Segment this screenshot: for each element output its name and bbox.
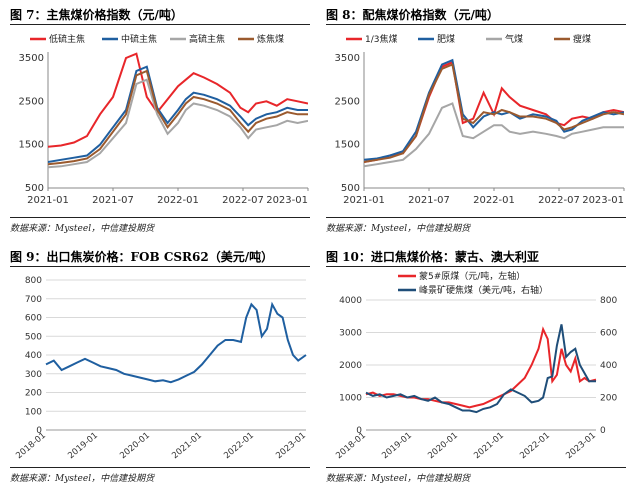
x-tick-label: 2023-01 xyxy=(564,431,598,461)
chart-svg: 低硫主焦 中硫主焦 高硫主焦 炼焦煤 500 1500 2500 3500 2021-01 202… xyxy=(19,33,309,206)
source-rule xyxy=(10,467,310,468)
series-line xyxy=(48,78,308,169)
chart-source: 数据来源：Mysteel，中信建投期货 xyxy=(326,474,471,484)
x-tick-label: 2018-01 xyxy=(334,431,368,461)
x-tick-label: 2023-01 xyxy=(274,431,308,461)
chart-title: 图 8：配焦煤价格指数（元/吨） xyxy=(326,8,499,22)
x-tick-label: 2021-01 xyxy=(472,431,506,461)
title-rule xyxy=(10,24,310,25)
x-tick-label: 2022-01 xyxy=(222,431,256,461)
chart-panel-blending-coal: 图 8：配焦煤价格指数（元/吨） 1/3焦煤 肥煤 气煤 瘦煤 500 1500 2500 3… xyxy=(326,6,631,236)
legend-label: 肥煤 xyxy=(437,33,455,45)
series-line xyxy=(364,102,624,168)
series-line xyxy=(48,69,308,166)
y-tick-label: 2500 xyxy=(19,96,44,107)
x-tick-label: 2022-01 xyxy=(157,195,199,206)
chart-title: 图 7：主焦煤价格指数（元/吨） xyxy=(10,8,183,22)
source-rule xyxy=(326,217,626,218)
y-tick-label-right: 200 xyxy=(600,394,617,404)
legend-label: 1/3焦煤 xyxy=(365,33,398,45)
chart-source: 数据来源：Mysteel，中信建投期货 xyxy=(326,224,471,234)
y-tick-label: 500 xyxy=(341,183,360,194)
x-tick-label: 2023-01 xyxy=(582,195,624,206)
y-tick-label: 500 xyxy=(25,183,44,194)
chart-source: 数据来源：Mysteel，中信建投期货 xyxy=(10,224,155,234)
y-tick-label: 200 xyxy=(25,389,42,399)
chart-svg: 1/3焦煤 肥煤 气煤 瘦煤 500 1500 2500 3500 2021-01 2021-07… xyxy=(335,33,625,206)
legend-label: 气煤 xyxy=(505,33,523,45)
source-rule xyxy=(10,217,310,218)
x-tick-label: 2021-01 xyxy=(170,431,204,461)
y-tick-label: 1500 xyxy=(19,140,44,151)
chart-title: 图 10：进口焦煤价格：蒙古、澳大利亚 xyxy=(326,250,539,264)
y-tick-label: 0 xyxy=(36,426,42,436)
y-tick-label-right: 0 xyxy=(600,426,606,436)
y-tick-label: 1500 xyxy=(335,140,360,151)
chart-svg: 蒙5#原煤（元/吨，左轴）峰景矿硬焦煤（美元/吨，右轴）010002000300… xyxy=(334,270,617,461)
series-line xyxy=(364,63,624,163)
x-tick-label: 2019-01 xyxy=(66,431,100,461)
legend-label: 蒙5#原煤（元/吨，左轴） xyxy=(419,270,525,282)
title-rule xyxy=(10,266,310,267)
series-line xyxy=(365,326,597,409)
y-tick-label: 500 xyxy=(25,332,42,342)
x-tick-label: 2021-01 xyxy=(343,195,385,206)
chart-panel-main-coking-coal: 图 7：主焦煤价格指数（元/吨） 低硫主焦 中硫主焦 高硫主焦 炼焦煤 500 1500 2… xyxy=(10,6,315,236)
y-tick-label: 700 xyxy=(25,295,42,305)
x-tick-label: 2019-01 xyxy=(380,431,414,461)
legend-label: 峰景矿硬焦煤（美元/吨，右轴） xyxy=(419,284,548,296)
series-line xyxy=(48,65,308,163)
title-rule xyxy=(326,266,626,267)
legend-label: 高硫主焦 xyxy=(189,33,225,45)
chart-svg: 0 100 200 300 400 500 600 700 800 2018-01 2019-01 2… xyxy=(14,276,308,461)
x-tick-label: 2021-07 xyxy=(92,195,134,206)
y-tick-label-right: 800 xyxy=(600,296,617,306)
y-tick-label-left: 1000 xyxy=(339,394,362,404)
y-tick-label: 3500 xyxy=(19,53,44,64)
y-tick-label: 2500 xyxy=(335,96,360,107)
y-tick-label: 400 xyxy=(25,351,42,361)
chart-panel-import-coal: 图 10：进口焦煤价格：蒙古、澳大利亚 蒙5#原煤（元/吨，左轴） 峰景矿硬焦煤（… xyxy=(326,248,631,488)
y-tick-label-left: 2000 xyxy=(339,361,362,371)
y-tick-label: 800 xyxy=(25,276,42,286)
x-tick-label: 2022-01 xyxy=(518,431,552,461)
y-tick-label: 600 xyxy=(25,314,42,324)
y-tick-label-left: 3000 xyxy=(339,329,362,339)
legend-label: 低硫主焦 xyxy=(49,33,85,45)
series-line xyxy=(365,324,596,414)
x-tick-label: 2022-07 xyxy=(222,195,264,206)
y-tick-label-left: 0 xyxy=(356,426,362,436)
y-tick-label-right: 600 xyxy=(600,329,617,339)
y-tick-label-right: 400 xyxy=(600,361,617,371)
chart-source: 数据来源：Mysteel，中信建投期货 xyxy=(10,474,155,484)
y-tick-label: 300 xyxy=(25,370,42,380)
x-tick-label: 2021-07 xyxy=(408,195,450,206)
source-rule xyxy=(326,467,626,468)
chart-panel-export-coke: 图 9：出口焦炭价格：FOB CSR62（美元/吨） 0 100 200 300 400… xyxy=(10,248,315,488)
x-tick-label: 2022-07 xyxy=(538,195,580,206)
x-tick-label: 2023-01 xyxy=(266,195,308,206)
legend-label: 瘦煤 xyxy=(573,33,591,45)
x-tick-label: 2022-01 xyxy=(473,195,515,206)
series-line xyxy=(45,301,307,384)
series-line xyxy=(364,58,624,161)
legend-label: 炼焦煤 xyxy=(257,33,284,45)
y-tick-label: 100 xyxy=(25,407,42,417)
chart-title: 图 9：出口焦炭价格：FOB CSR62（美元/吨） xyxy=(10,250,274,264)
x-tick-label: 2020-01 xyxy=(118,431,152,461)
y-tick-label-left: 4000 xyxy=(339,296,362,306)
legend-label: 中硫主焦 xyxy=(121,33,157,45)
x-tick-label: 2021-01 xyxy=(27,195,69,206)
title-rule xyxy=(326,24,626,25)
y-tick-label: 3500 xyxy=(335,53,360,64)
series-line xyxy=(48,52,308,148)
x-tick-label: 2018-01 xyxy=(14,431,48,461)
x-tick-label: 2020-01 xyxy=(426,431,460,461)
